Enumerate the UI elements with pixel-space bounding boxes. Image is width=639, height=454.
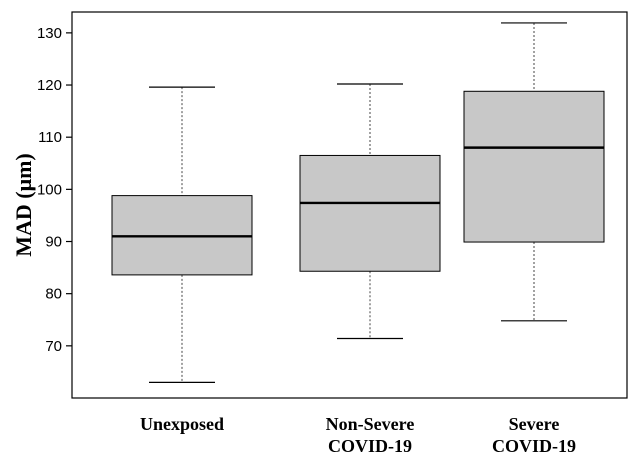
iqr-box	[299, 154, 441, 272]
x-category-label: Severe	[509, 414, 560, 434]
y-axis-title: MAD (μm)	[11, 153, 36, 257]
x-category-label: Unexposed	[140, 414, 224, 434]
x-category-label: COVID-19	[492, 436, 576, 454]
boxes	[111, 22, 605, 383]
y-tick-label: 90	[45, 234, 62, 251]
iqr-box	[463, 90, 605, 243]
y-tick-label: 80	[45, 286, 62, 303]
y-tick-label: 110	[38, 129, 62, 146]
y-tick-label: 70	[45, 338, 62, 355]
box-group	[299, 83, 441, 340]
y-tick-label: 120	[37, 77, 62, 94]
x-category-label: COVID-19	[328, 436, 412, 454]
y-axis: 70 80 90 100 110 120 130	[37, 25, 72, 355]
y-tick-label: 100	[37, 181, 62, 198]
y-tick-label: 130	[37, 25, 62, 42]
box-group	[111, 86, 253, 383]
plot-frame	[71, 11, 628, 399]
x-category-label: Non-Severe	[326, 414, 415, 434]
box-group	[463, 22, 605, 322]
x-axis-labels: Unexposed Non-Severe COVID-19 Severe COVID-1…	[140, 414, 576, 454]
